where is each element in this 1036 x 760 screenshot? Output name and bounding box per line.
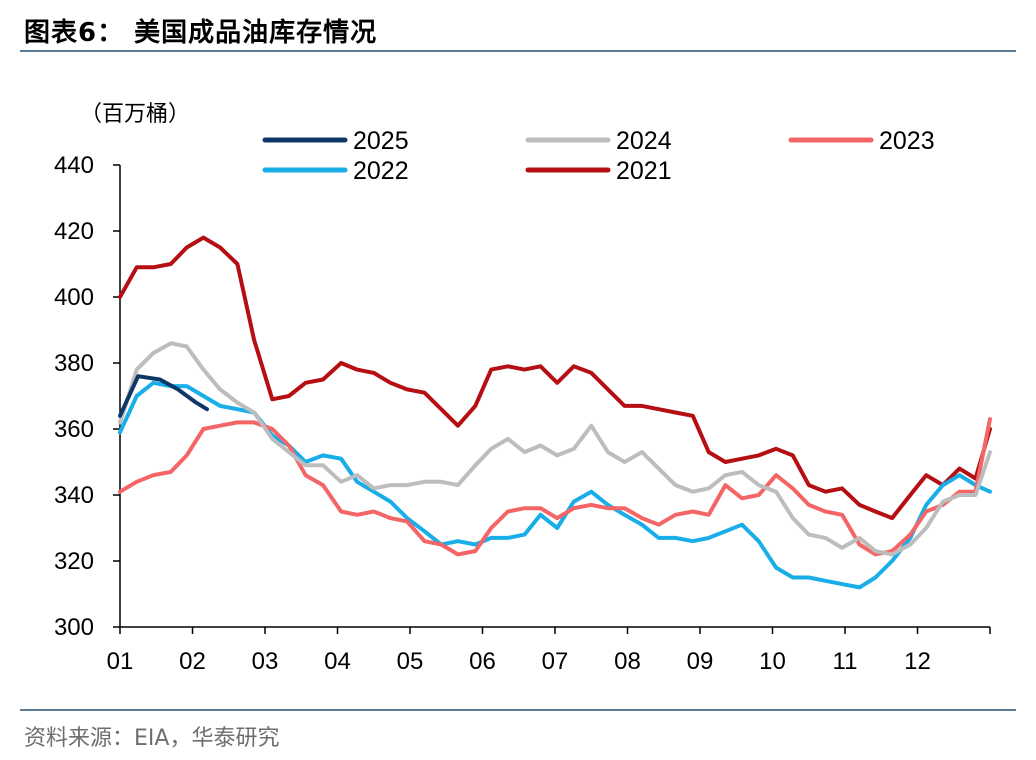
y-tick-label: 300 [54, 614, 94, 641]
y-tick-label: 380 [54, 350, 94, 377]
legend-label-2024: 2024 [616, 127, 672, 155]
x-tick-label: 05 [397, 648, 424, 675]
x-tick-label: 01 [107, 648, 134, 675]
x-tick-label: 03 [252, 648, 279, 675]
y-tick-label: 360 [54, 416, 94, 443]
x-axis: 01 02 03 04 05 06 07 08 09 10 11 12 [107, 626, 991, 675]
series-line-2022 [118, 380, 992, 590]
y-axis: 300 320 340 360 380 400 420 440 [54, 152, 121, 641]
series-lines [118, 235, 992, 590]
y-tick-label: 440 [54, 152, 94, 179]
x-tick-label: 06 [469, 648, 496, 675]
x-tick-label: 11 [833, 648, 858, 675]
x-tick-label: 12 [904, 648, 931, 675]
y-tick-label: 420 [54, 218, 94, 245]
title-divider [20, 50, 1016, 52]
x-tick-label: 04 [324, 648, 351, 675]
x-tick-label: 08 [614, 648, 641, 675]
y-tick-label: 340 [54, 482, 94, 509]
footer-divider [20, 709, 1016, 711]
source-note: 资料来源：EIA，华泰研究 [24, 726, 280, 751]
legend-label-2021: 2021 [616, 157, 672, 185]
y-tick-label: 400 [54, 284, 94, 311]
legend-label-2025: 2025 [353, 127, 409, 155]
y-unit-label: （百万桶） [80, 101, 190, 126]
series-line-2023 [118, 417, 992, 557]
legend: 2025 2024 2023 2022 2021 [262, 127, 935, 185]
x-tick-label: 10 [759, 648, 786, 675]
series-line-2021 [118, 235, 992, 521]
series-line-2025 [118, 374, 209, 418]
x-tick-label: 02 [179, 648, 206, 675]
figure-title: 图表6： 美国成品油库存情况 [24, 18, 378, 48]
x-tick-label: 07 [542, 648, 569, 675]
legend-label-2023: 2023 [879, 127, 935, 155]
legend-label-2022: 2022 [353, 157, 409, 185]
x-tick-label: 09 [687, 648, 714, 675]
series-line-2024 [118, 341, 992, 557]
y-tick-label: 320 [54, 548, 94, 575]
